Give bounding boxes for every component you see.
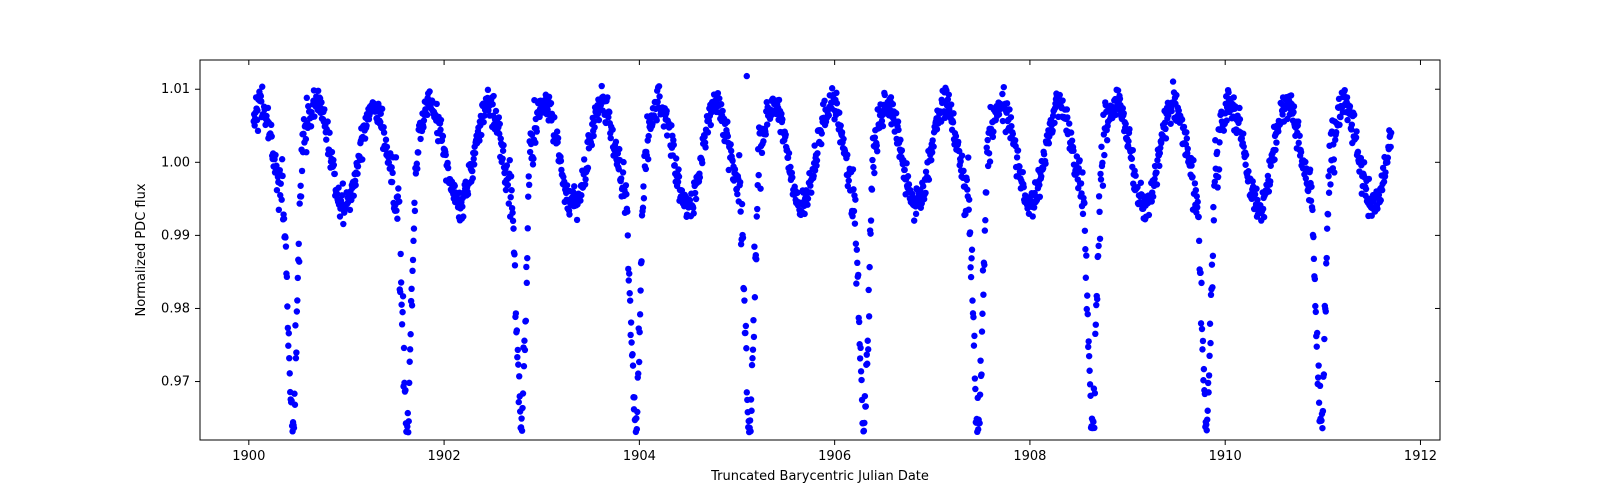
y-tick-label: 1.01 (161, 82, 190, 97)
x-tick-label: 1912 (1404, 449, 1437, 464)
x-tick-label: 1908 (1013, 449, 1046, 464)
y-tick-label: 0.99 (161, 228, 190, 243)
y-axis-label: Normalized PDC flux (134, 183, 149, 316)
x-tick-label: 1904 (623, 449, 656, 464)
outlier-point (744, 73, 750, 79)
x-tick-label: 1900 (232, 449, 265, 464)
lightcurve-series (251, 73, 1395, 436)
x-tick-label: 1902 (428, 449, 461, 464)
y-tick-label: 0.98 (161, 301, 190, 316)
chart-svg: 1900 1902 1904 1906 1908 1910 1912 0.97 0.98 0.99… (0, 0, 1600, 500)
lightcurve-chart: 1900 1902 1904 1906 1908 1910 1912 0.97 0.98 0.99… (0, 0, 1600, 500)
x-tick-label: 1906 (818, 449, 851, 464)
y-tick-label: 1.00 (161, 155, 190, 170)
x-tick-label: 1910 (1209, 449, 1242, 464)
y-tick-label: 0.97 (161, 375, 190, 390)
x-axis-label: Truncated Barycentric Julian Date (710, 469, 929, 484)
